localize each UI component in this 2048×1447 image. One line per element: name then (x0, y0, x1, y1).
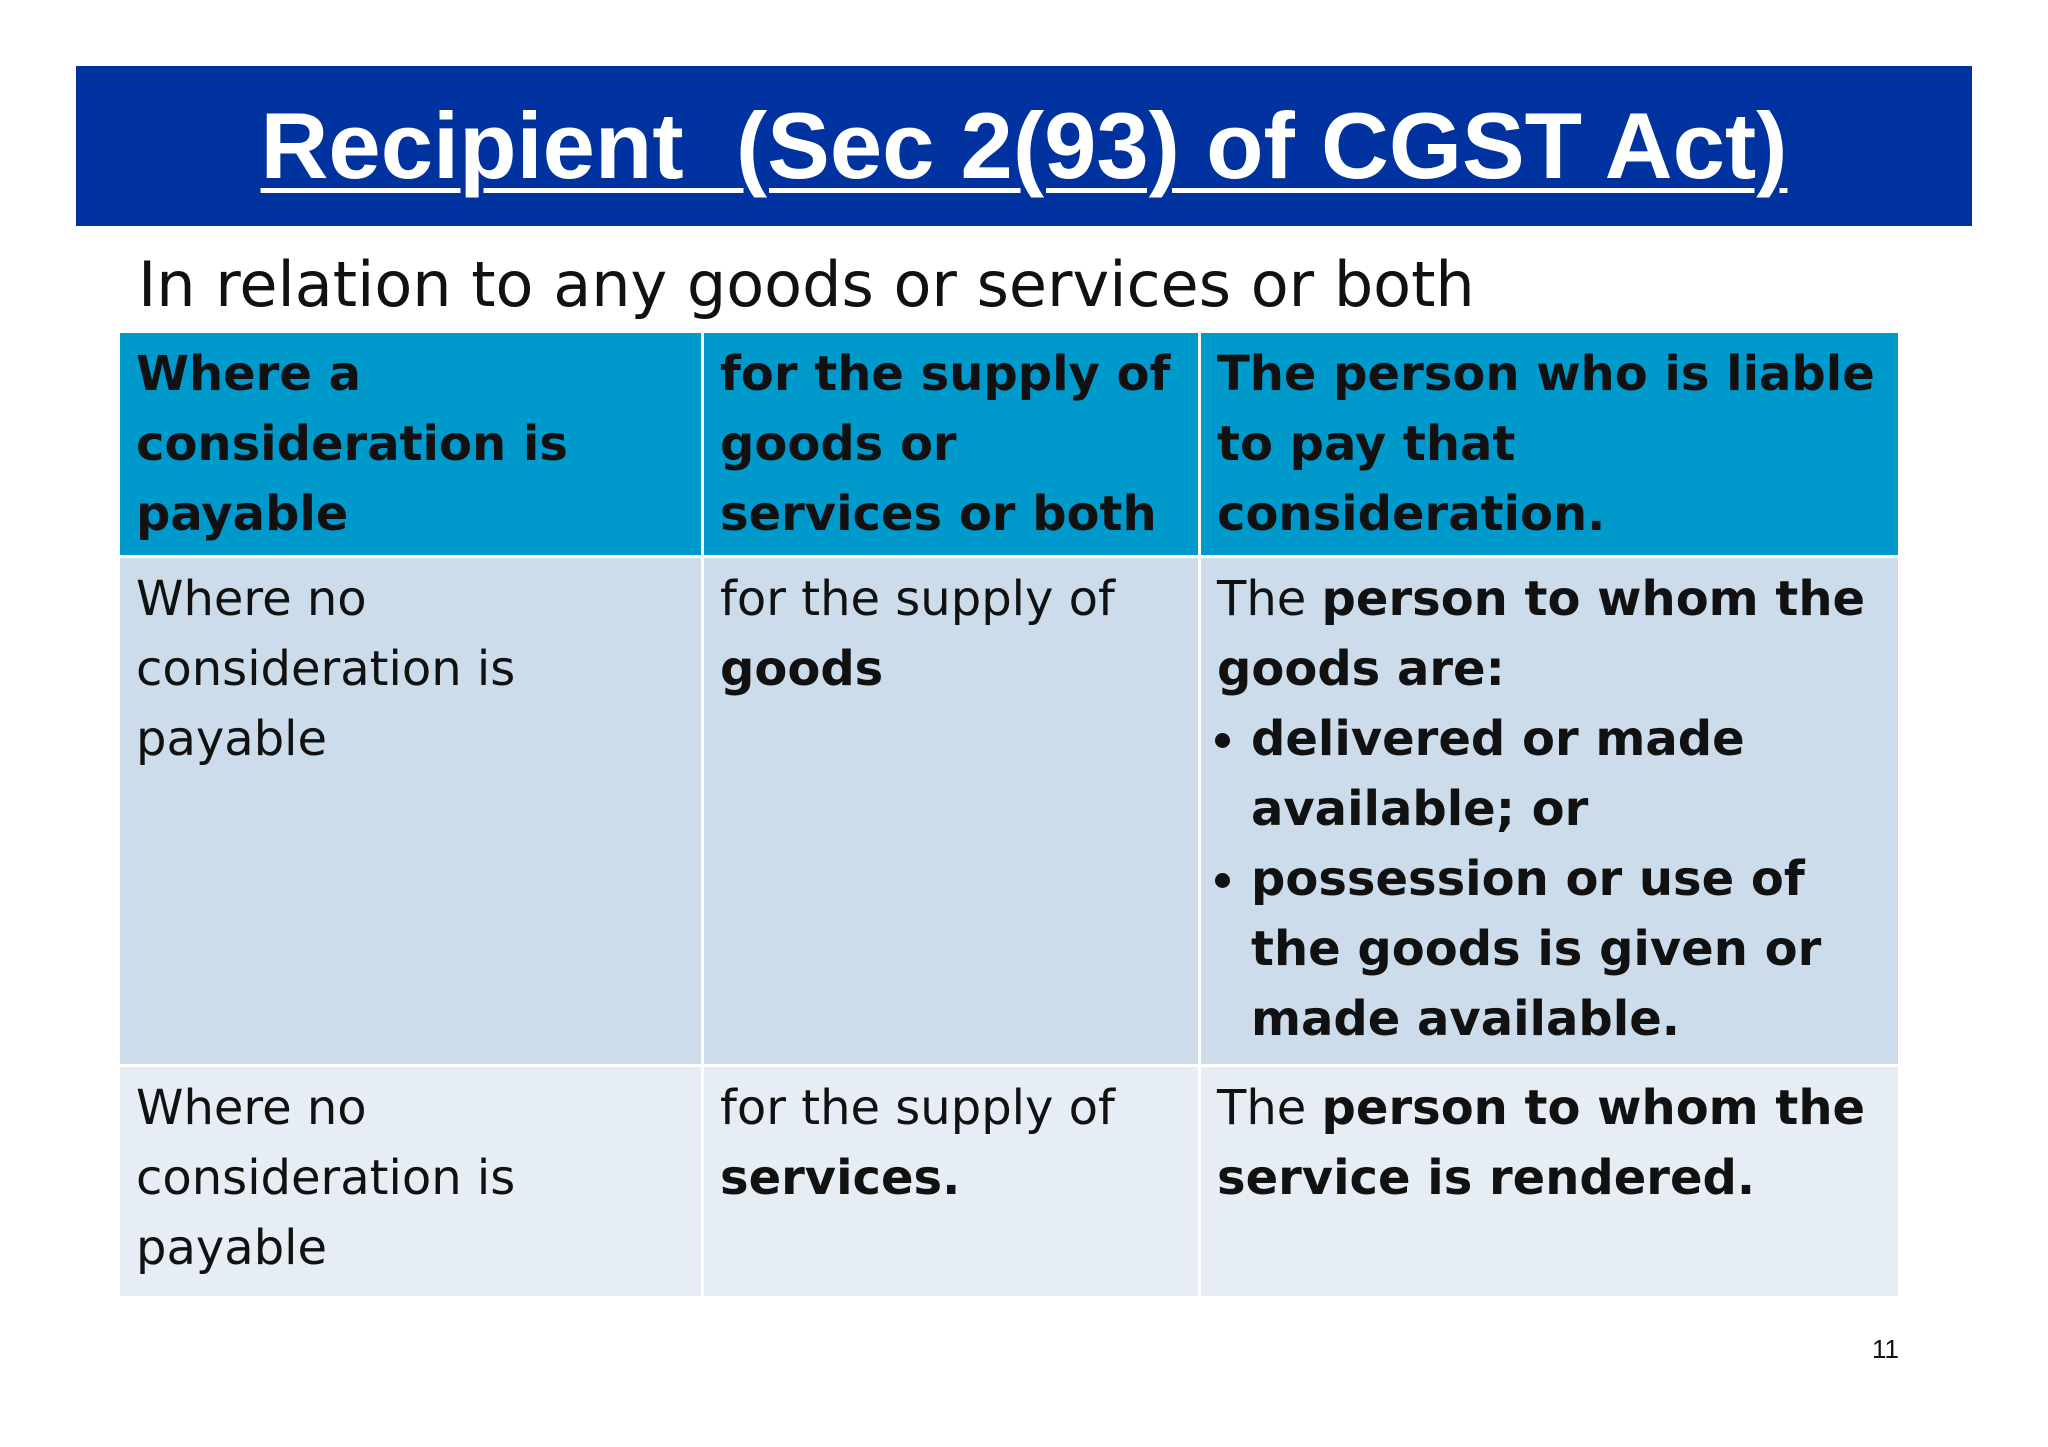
cell-text: for the supply of (720, 1080, 1115, 1136)
header-cell: for the supply of goods or services or b… (704, 333, 1198, 555)
table-cell: Where no consideration is payable (120, 1067, 701, 1296)
bullet-item: possession or use of the goods is given … (1251, 844, 1882, 1054)
bullet-list: delivered or made available; orpossessio… (1217, 704, 1882, 1054)
bullet-item: delivered or made available; or (1251, 704, 1882, 844)
table-cell: for the supply of goods (704, 558, 1198, 1064)
title: Recipient (Sec 2(93) of CGST Act) (260, 93, 1788, 198)
title-bar: Recipient (Sec 2(93) of CGST Act) (76, 66, 1972, 226)
cell-text: person to whom the goods are: (1217, 571, 1866, 697)
table-cell: The person to whom the service is render… (1201, 1067, 1898, 1296)
cell-text: goods (720, 641, 884, 697)
cell-text: for the supply of (720, 571, 1115, 627)
table: Where a consideration is payable for the … (120, 333, 1898, 1296)
cell-text: Where no consideration is payable (136, 1080, 516, 1276)
page-number: 11 (1872, 1334, 1899, 1364)
cell-text: Where no consideration is payable (136, 571, 516, 767)
cell-text: person to whom the service is rendered. (1217, 1080, 1866, 1206)
table-cell: for the supply of services. (704, 1067, 1198, 1296)
cell-text: The (1217, 1080, 1322, 1136)
cell-text: The (1217, 571, 1322, 627)
table-cell: Where no consideration is payable (120, 558, 701, 1064)
cell-text: services. (720, 1150, 961, 1206)
header-cell: Where a consideration is payable (120, 333, 701, 555)
table-cell: The person to whom the goods are:deliver… (1201, 558, 1898, 1064)
subtitle: In relation to any goods or services or … (138, 248, 1475, 321)
header-cell: The person who is liable to pay that con… (1201, 333, 1898, 555)
